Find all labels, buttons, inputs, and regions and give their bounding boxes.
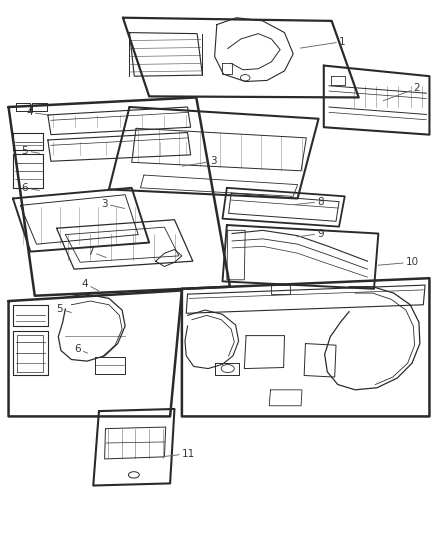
Text: 5: 5 xyxy=(57,304,71,314)
Text: 6: 6 xyxy=(74,344,88,354)
Text: 3: 3 xyxy=(101,199,124,209)
Text: 10: 10 xyxy=(378,257,419,267)
Text: 11: 11 xyxy=(164,449,195,458)
Text: 6: 6 xyxy=(21,183,39,193)
Text: 9: 9 xyxy=(297,229,324,239)
Text: 2: 2 xyxy=(383,83,420,101)
Text: 4: 4 xyxy=(81,279,99,290)
Text: 3: 3 xyxy=(183,156,217,166)
Text: 5: 5 xyxy=(21,146,39,156)
Text: 1: 1 xyxy=(300,37,346,48)
Text: 8: 8 xyxy=(295,197,324,207)
Text: 7: 7 xyxy=(87,247,106,257)
Text: 4: 4 xyxy=(26,107,50,117)
